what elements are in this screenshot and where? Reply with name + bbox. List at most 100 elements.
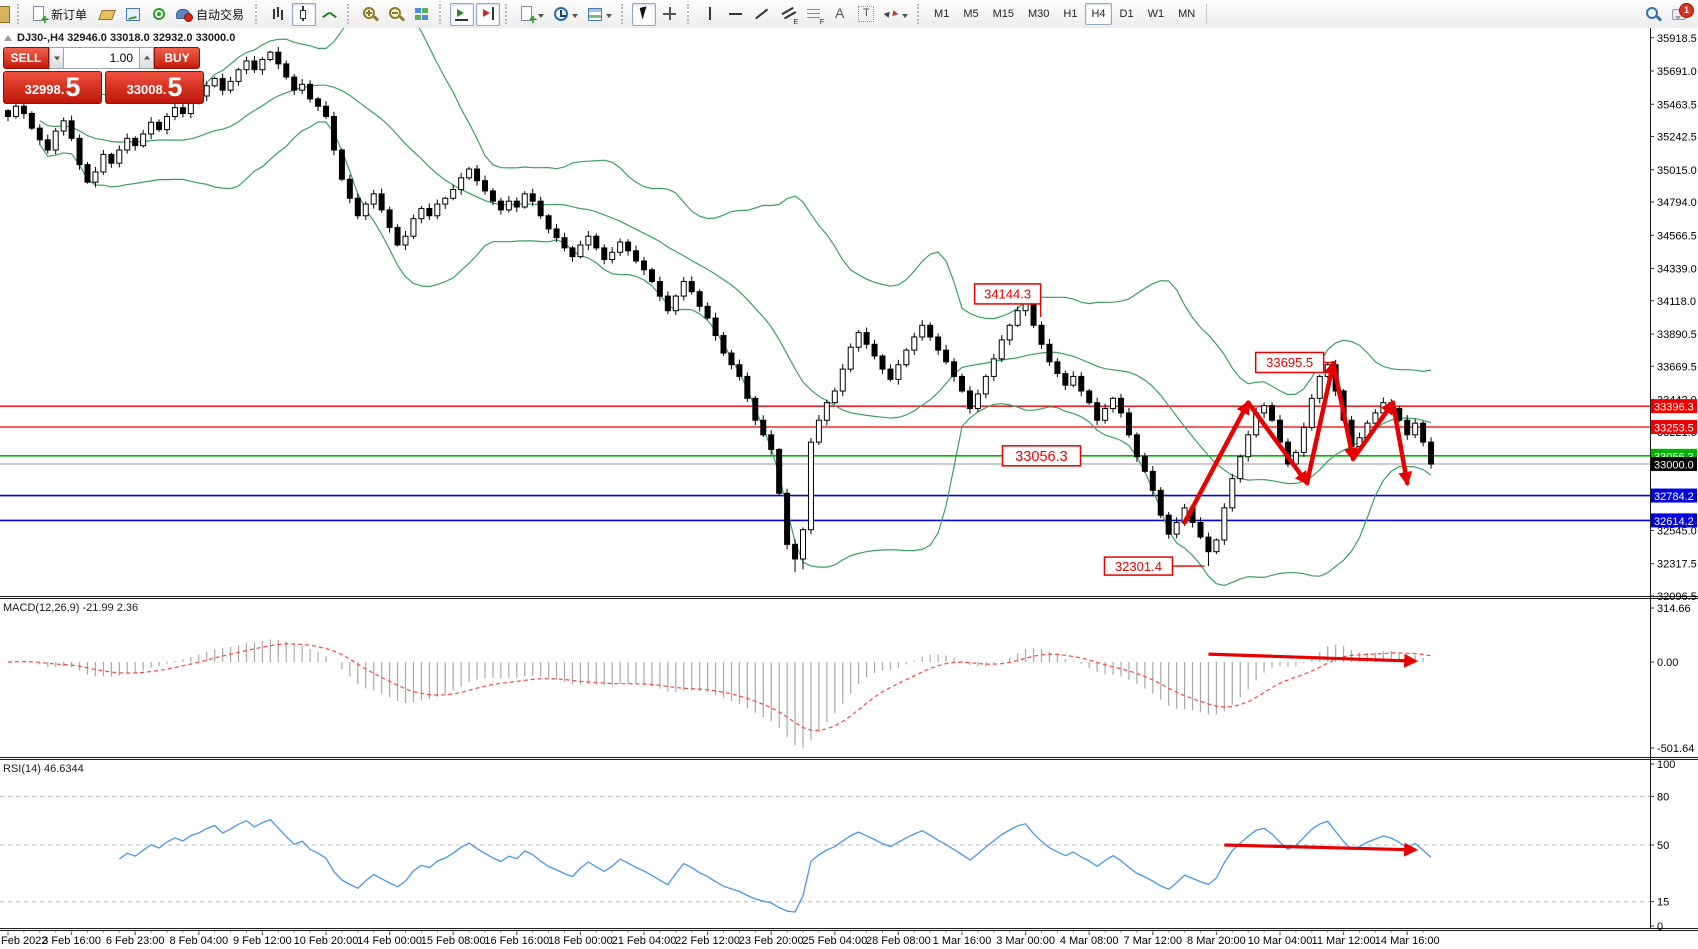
buy-price[interactable]: 33008. 5	[105, 71, 204, 104]
line-chart-button[interactable]	[318, 3, 342, 26]
auto-scroll-button[interactable]	[450, 2, 475, 26]
horizontal-line-button[interactable]	[724, 3, 748, 26]
candlestick-icon	[296, 6, 312, 22]
zoom-in-icon	[362, 6, 378, 22]
callout-box	[1001, 445, 1082, 467]
tf-w1-button[interactable]: W1	[1142, 3, 1171, 25]
toolbar-grip	[917, 4, 922, 24]
price-badge-text: 32784.2	[1654, 491, 1694, 503]
price-badge	[1651, 488, 1697, 503]
bollinger-lower	[39, 121, 1432, 587]
y-axis-label: 35691.0	[1657, 66, 1697, 78]
y-axis-label: 34566.5	[1657, 230, 1697, 242]
one-click-toggle-icon[interactable]	[4, 31, 12, 41]
notification-badge: 1	[1679, 2, 1694, 18]
volume-input[interactable]	[64, 47, 139, 69]
rsi-axis-label: 100	[1657, 759, 1675, 771]
volume-decrease-button[interactable]	[49, 47, 64, 69]
chart-canvas[interactable]: 34144.3 33695.5 33056.3 32301.4 35918.5 35691…	[0, 28, 1698, 949]
sell-button[interactable]: SELL	[3, 47, 49, 69]
x-axis-label: 9 Feb 12:00	[233, 935, 292, 947]
notification-icon: 1	[1671, 2, 1694, 22]
fibonacci-button[interactable]	[802, 3, 826, 26]
zoom-out-button[interactable]	[384, 3, 408, 26]
x-axis-label: 23 Feb 20:00	[739, 935, 804, 947]
chart-symbol-line: DJ30-,H4 32946.0 33018.0 32932.0 33000.0	[4, 32, 235, 44]
toolbar-grip	[687, 4, 692, 24]
x-axis-label: 14 Mar 16:00	[1375, 935, 1440, 947]
text-label-button[interactable]	[854, 3, 878, 26]
zoom-in-button[interactable]	[358, 3, 382, 26]
tf-h1-button-label: H1	[1063, 8, 1078, 20]
line-chart-icon	[322, 6, 338, 22]
price-axis-badges: 33396.333253.533056.333000.032784.232614…	[1651, 399, 1697, 528]
tf-m30-button[interactable]: M30	[1022, 3, 1055, 25]
toolbar-grip	[439, 4, 444, 24]
y-axis-label: 33669.5	[1657, 361, 1697, 373]
search-button[interactable]	[1641, 2, 1665, 25]
tf-m5-button[interactable]: M5	[957, 3, 984, 25]
tf-mn-button-label: MN	[1178, 8, 1196, 20]
x-axis-label: 18 Feb 00:00	[548, 935, 613, 947]
tf-h4-button[interactable]: H4	[1085, 3, 1112, 25]
signals-button[interactable]	[147, 3, 171, 26]
text-button[interactable]	[828, 3, 852, 26]
one-click-trading-panel: SELL BUY 32998. 5 33008. 5	[3, 47, 204, 104]
callout-box	[1103, 556, 1174, 576]
tf-h1-button[interactable]: H1	[1057, 3, 1083, 25]
periods-button[interactable]	[550, 3, 582, 26]
macd-signal-line	[7, 643, 1432, 732]
cursor-button[interactable]	[632, 2, 657, 26]
price-badge	[1651, 399, 1697, 414]
chart-shift-button[interactable]	[476, 2, 501, 26]
y-axis-label: 34339.0	[1657, 263, 1697, 275]
volume-increase-button[interactable]	[139, 47, 154, 69]
trendline-button[interactable]	[750, 3, 774, 26]
toolbar-grip	[505, 4, 510, 24]
horizontal-lines	[0, 405, 1650, 522]
sell-price[interactable]: 32998. 5	[3, 71, 102, 104]
rsi-axis-label: 0	[1657, 921, 1663, 933]
vertical-line-button[interactable]	[698, 3, 722, 26]
macd-indicator-label: MACD(12,26,9) -21.99 2.36	[3, 602, 139, 614]
profiles-button[interactable]	[95, 3, 119, 26]
chart-window-button[interactable]	[121, 3, 145, 26]
callout-text: 33695.5	[1266, 355, 1313, 370]
x-axis-label: 8 Feb 04:00	[169, 935, 228, 947]
y-axis-label: 32096.5	[1657, 591, 1697, 603]
bar-chart-button[interactable]	[266, 3, 290, 26]
callout-text: 32301.4	[1115, 559, 1162, 574]
new-order-button[interactable]: 新订单	[28, 3, 93, 27]
auto-trading-button[interactable]: 自动交易	[173, 3, 250, 26]
clipped-icon	[0, 5, 10, 23]
buy-button[interactable]: BUY	[154, 47, 200, 69]
symbol-ohlc-text: DJ30-,H4 32946.0 33018.0 32932.0 33000.0	[17, 32, 236, 44]
price-badge-text: 33253.5	[1654, 423, 1694, 435]
callout-box	[973, 283, 1042, 305]
crosshair-button[interactable]	[658, 3, 682, 26]
toolbar-grip	[347, 4, 352, 24]
tile-windows-button[interactable]	[410, 3, 434, 26]
chevron-down-icon	[606, 13, 613, 21]
tf-m15-button[interactable]: M15	[987, 3, 1020, 25]
notifications-button[interactable]: 1	[1667, 2, 1694, 25]
tf-mn-button[interactable]: MN	[1172, 3, 1201, 25]
x-axis-label: 4 Mar 08:00	[1060, 935, 1119, 947]
y-axis-label: 32317.5	[1657, 559, 1697, 571]
zoom-out-icon	[388, 6, 404, 22]
bollinger-upper	[39, 28, 1432, 396]
x-axis-label: 14 Feb 00:00	[357, 935, 422, 947]
templates-button[interactable]	[584, 3, 616, 26]
template-icon	[587, 6, 603, 22]
candlestick-button[interactable]	[292, 2, 317, 26]
price-badge-text: 33000.0	[1654, 460, 1694, 472]
tf-m1-button[interactable]: M1	[928, 3, 955, 25]
x-axis-label: 1 Mar 16:00	[933, 935, 992, 947]
channel-button[interactable]	[776, 3, 800, 26]
arrows-button[interactable]	[880, 3, 912, 26]
tf-d1-button[interactable]: D1	[1114, 3, 1140, 25]
main-toolbar: 新订单 自动交易 M1 M5 M15 M30 H1 H4 D1 W1 MN 1	[0, 0, 1698, 29]
chart-window[interactable]: 34144.3 33695.5 33056.3 32301.4 35918.5 35691…	[0, 28, 1698, 949]
tf-w1-button-label: W1	[1147, 8, 1165, 20]
indicators-button[interactable]	[516, 3, 548, 27]
